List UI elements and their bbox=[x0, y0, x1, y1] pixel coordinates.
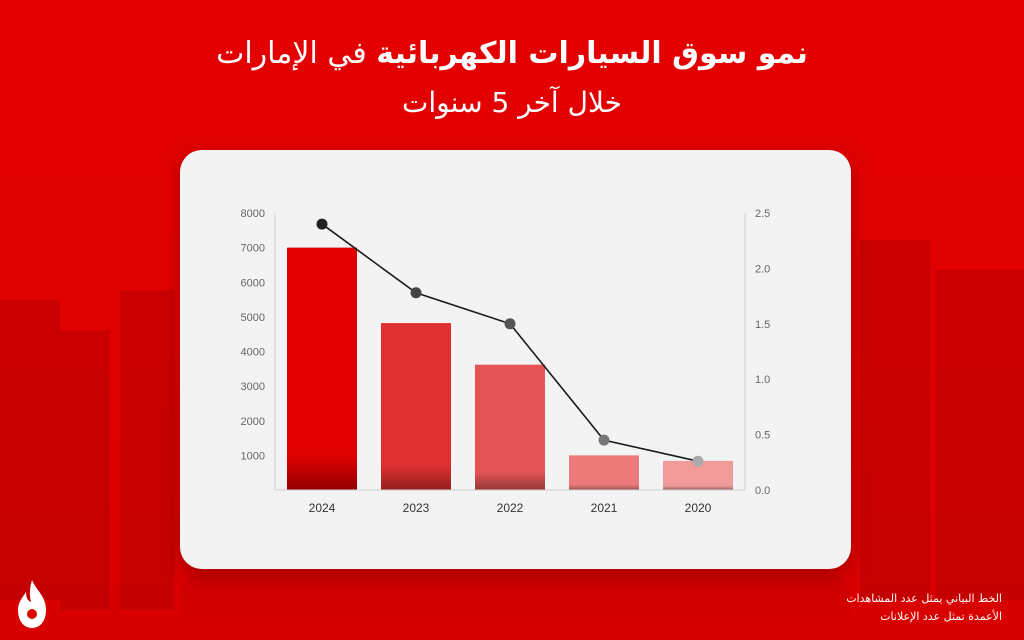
line-point bbox=[598, 434, 610, 446]
y-left-tick-label: 3000 bbox=[241, 381, 265, 393]
y-right-tick-label: 0.0 bbox=[755, 485, 770, 497]
chart-card: 1000 2000 3000 4000 5000 6000 7000 8000 0.0 0.5 1.… bbox=[180, 150, 851, 569]
y-left-tick-label: 2000 bbox=[241, 416, 265, 428]
x-tick-label: 2021 bbox=[591, 501, 618, 515]
x-tick-label: 2024 bbox=[309, 501, 336, 515]
line-point bbox=[410, 287, 422, 299]
chart-subtitle: خلال آخر 5 سنوات bbox=[402, 86, 622, 119]
background-building bbox=[0, 300, 60, 600]
chart-title-bold: نمو سوق السيارات الكهربائية bbox=[376, 36, 808, 71]
bar-shadow bbox=[569, 455, 639, 490]
bar-shadow bbox=[381, 323, 451, 490]
y-right-tick-label: 2.5 bbox=[755, 208, 770, 220]
flame-logo-icon bbox=[18, 580, 46, 628]
y-left-tick-label: 1000 bbox=[241, 450, 265, 462]
y-right-tick-label: 1.5 bbox=[755, 319, 770, 331]
y-left-tick-label: 8000 bbox=[241, 208, 265, 220]
y-right-tick-label: 0.5 bbox=[755, 430, 770, 442]
line-point bbox=[316, 218, 328, 230]
card-reflection bbox=[180, 575, 851, 635]
background-building bbox=[120, 290, 175, 610]
x-tick-label: 2020 bbox=[685, 501, 712, 515]
background-building bbox=[860, 240, 930, 600]
combo-chart: 1000 2000 3000 4000 5000 6000 7000 8000 0.0 0.5 1.… bbox=[241, 208, 771, 515]
y-left-tick-label: 5000 bbox=[241, 312, 265, 324]
legend-bar-note: الأعمدة تمثل عدد الإعلانات bbox=[880, 610, 1002, 623]
background-building bbox=[60, 330, 110, 610]
x-tick-label: 2023 bbox=[403, 501, 430, 515]
chart-title: نمو سوق السيارات الكهربائية في الإمارات bbox=[0, 36, 1024, 71]
chart-legend-note: الخط البياني يمثل عدد المشاهدات الأعمدة … bbox=[846, 590, 1002, 626]
y-left-tick-label: 4000 bbox=[241, 347, 265, 359]
line-point bbox=[504, 318, 516, 330]
legend-line-note: الخط البياني يمثل عدد المشاهدات bbox=[846, 592, 1002, 605]
x-tick-label: 2022 bbox=[497, 501, 524, 515]
y-right-tick-label: 1.0 bbox=[755, 374, 770, 386]
line-point bbox=[692, 455, 704, 467]
chart-title-rest: في الإمارات bbox=[216, 36, 367, 71]
y-left-tick-label: 6000 bbox=[241, 277, 265, 289]
y-right-tick-label: 2.0 bbox=[755, 263, 770, 275]
bar-shadow bbox=[475, 364, 545, 490]
y-left-tick-label: 7000 bbox=[241, 243, 265, 255]
background-building bbox=[935, 270, 1024, 600]
bar-shadow bbox=[287, 247, 357, 490]
